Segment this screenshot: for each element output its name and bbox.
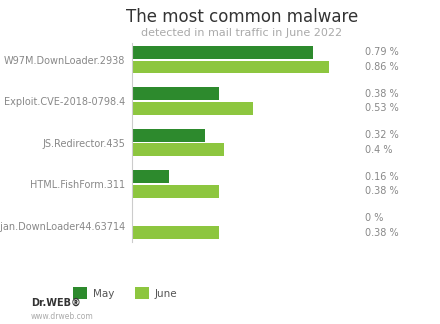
- Text: detected in mail traffic in June 2022: detected in mail traffic in June 2022: [141, 28, 343, 38]
- Legend: May, June: May, June: [69, 283, 181, 303]
- Bar: [132, 185, 219, 198]
- Bar: [132, 87, 219, 100]
- Bar: [132, 61, 329, 74]
- Text: 0.38 %: 0.38 %: [365, 186, 399, 196]
- Text: 0.38 %: 0.38 %: [365, 228, 399, 238]
- Text: www.drweb.com: www.drweb.com: [31, 312, 94, 321]
- Text: 0.32 %: 0.32 %: [365, 130, 399, 140]
- Bar: [132, 46, 313, 59]
- Text: Dr.WEB®: Dr.WEB®: [31, 298, 81, 308]
- Text: 0 %: 0 %: [365, 213, 383, 223]
- Text: 0.16 %: 0.16 %: [365, 172, 399, 182]
- Text: 0.86 %: 0.86 %: [365, 62, 399, 72]
- Text: 0.79 %: 0.79 %: [365, 47, 399, 57]
- Text: 0.53 %: 0.53 %: [365, 103, 399, 113]
- Bar: [132, 129, 205, 142]
- Bar: [132, 170, 169, 183]
- Bar: [132, 144, 224, 156]
- Text: 0.4 %: 0.4 %: [365, 145, 392, 155]
- Text: 0.38 %: 0.38 %: [365, 89, 399, 99]
- Text: The most common malware: The most common malware: [126, 8, 358, 26]
- Bar: [132, 102, 253, 115]
- Bar: [132, 226, 219, 239]
